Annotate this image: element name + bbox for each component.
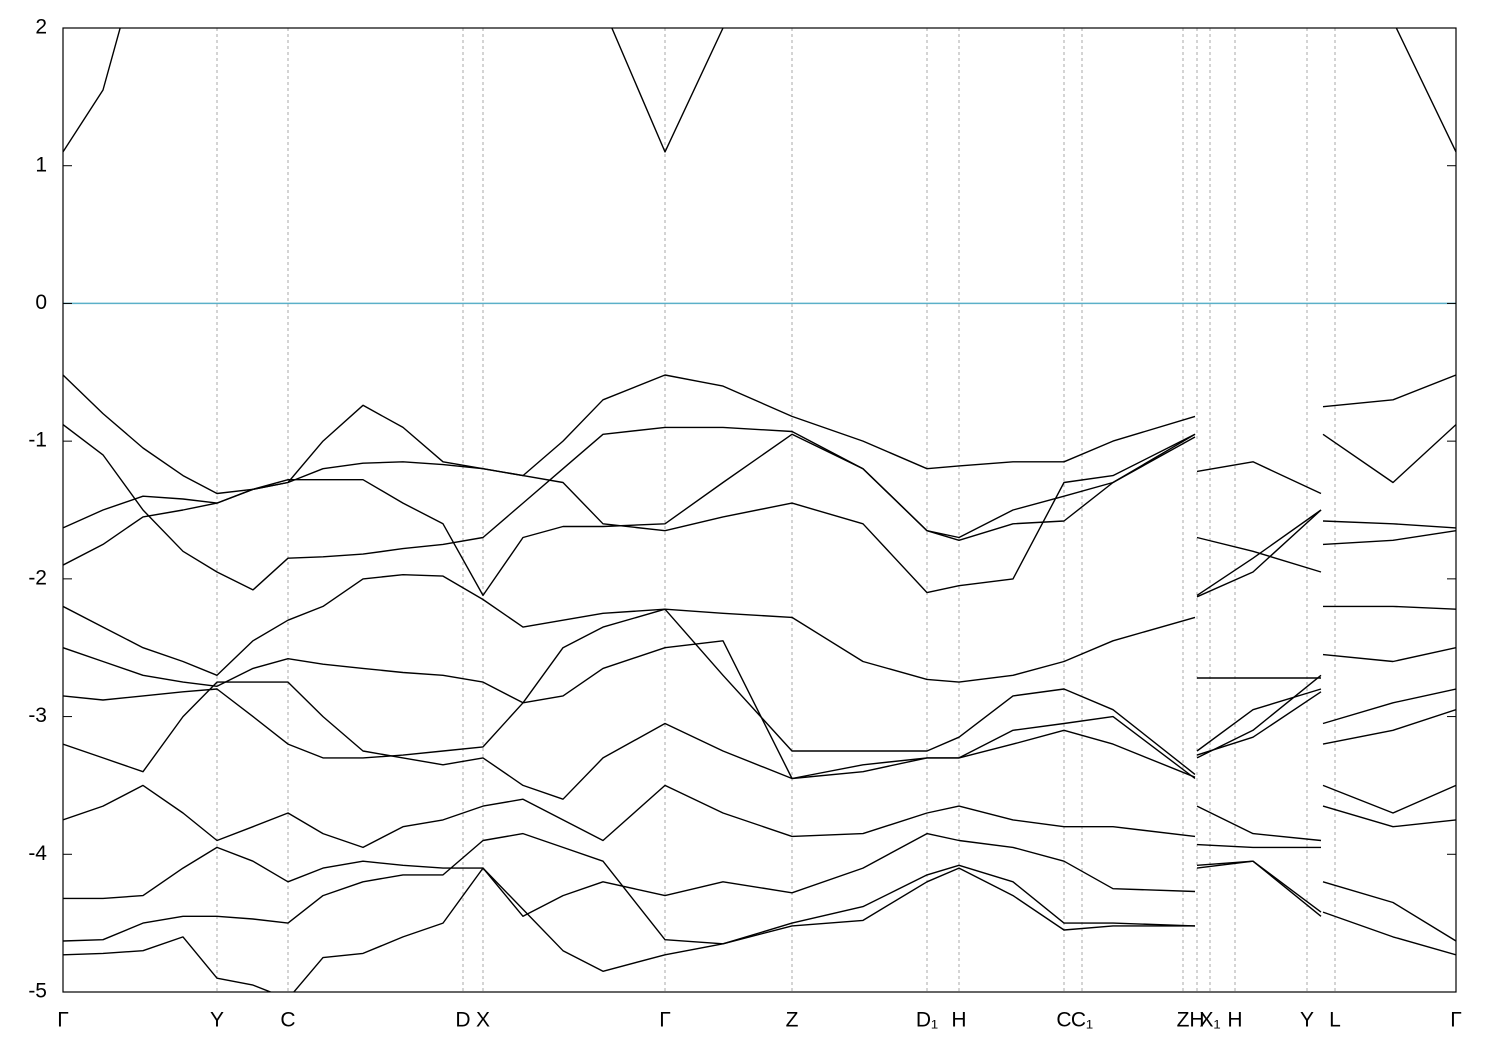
x-tick-label: Γ: [57, 1009, 69, 1032]
band-line: [63, 424, 1456, 591]
x-tick-label: C₁: [1071, 1009, 1093, 1032]
x-tick-label: X: [476, 1009, 490, 1032]
x-tick-label: H: [1227, 1009, 1242, 1032]
y-tick-label: 0: [35, 291, 47, 314]
y-tick-label: 2: [35, 16, 47, 39]
band-line: [63, 574, 1456, 683]
band-line: [63, 374, 1456, 495]
band-line: [63, 28, 1456, 153]
x-tick-label: D₁: [916, 1009, 938, 1032]
x-tick-label: H: [1189, 1009, 1204, 1032]
plot-frame: [62, 27, 1457, 993]
y-tick-label: -3: [28, 704, 47, 727]
x-tick-label: Γ: [1450, 1009, 1462, 1032]
y-tick-label: -4: [28, 842, 47, 865]
x-tick-label: Z: [1177, 1009, 1190, 1032]
x-tick-label: D: [455, 1009, 470, 1032]
band-line: [63, 832, 1456, 945]
x-tick-label: H: [951, 1009, 966, 1032]
band-line: [63, 433, 1456, 596]
band-line: [63, 608, 1456, 775]
y-tick-label: -2: [28, 566, 47, 589]
x-tick-label: Γ: [659, 1009, 671, 1032]
x-tick-label: X₁: [1199, 1009, 1220, 1032]
band-line: [63, 640, 1456, 780]
band-line: [63, 805, 1456, 917]
x-tick-label: C: [280, 1009, 295, 1032]
y-tick-label: -1: [28, 429, 47, 452]
band-line: [63, 860, 1456, 992]
x-tick-label: Z: [786, 1009, 799, 1032]
x-tick-label: L: [1329, 1009, 1341, 1032]
band-line: [63, 681, 1456, 800]
band-line: [63, 433, 1456, 598]
x-tick-label: C: [1056, 1009, 1071, 1032]
y-tick-label: -5: [28, 980, 47, 1003]
band-line: [63, 784, 1456, 849]
x-tick-label: Y: [1300, 1009, 1314, 1032]
x-tick-label: Y: [210, 1009, 224, 1032]
y-tick-label: 1: [35, 153, 47, 176]
